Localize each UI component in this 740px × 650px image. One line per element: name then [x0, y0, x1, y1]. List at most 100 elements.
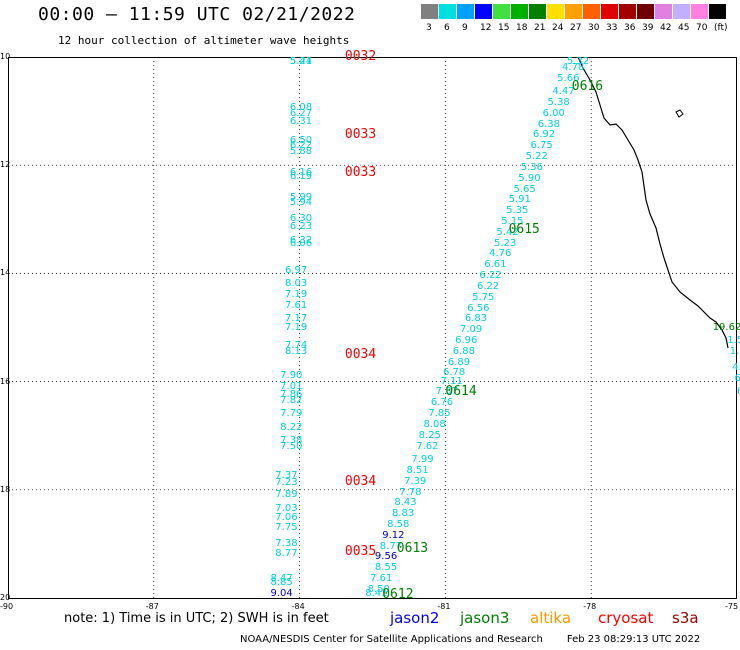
wave-height-label: 7.37: [435, 386, 458, 398]
wave-height-label: 7.74: [285, 340, 308, 352]
wave-height-label: 7.37: [275, 470, 298, 482]
wave-height-label: 5.38: [547, 96, 570, 108]
wave-height-label: 7.86: [280, 389, 303, 401]
wave-height-label: 9.04: [270, 587, 293, 599]
wave-height-label: 7.38: [280, 435, 303, 447]
wave-height-label: 6.56: [467, 302, 490, 314]
wave-height-label: 7.61: [285, 299, 308, 311]
wave-height-label: 7.82: [280, 394, 303, 406]
pass-time-code: 0612: [382, 587, 414, 602]
colorbar-swatch: [547, 4, 564, 19]
wave-height-label: 5.36: [520, 161, 543, 173]
pass-time-code: 0032: [344, 49, 377, 64]
wave-height-label: 9.12: [382, 529, 405, 541]
wave-height-label: 6.5: [734, 372, 740, 384]
wave-height-label: 5.41: [289, 56, 313, 67]
wave-height-label: 7.11: [440, 375, 463, 387]
pass-time-code: 0033: [344, 127, 377, 143]
wave-height-label: 8.55: [374, 562, 398, 574]
colorbar-label: 3: [426, 23, 432, 33]
wave-height-label: 6.22: [476, 280, 500, 292]
wave-height-label: 8.83: [391, 508, 415, 520]
colorbar-swatch: [583, 4, 600, 19]
lat-tick-label: 14: [0, 268, 11, 278]
wave-height-label: 6.19: [289, 171, 313, 183]
wave-height-label: 7.50: [280, 440, 303, 452]
wave-height-label: 7.06: [275, 511, 298, 523]
pass-time-code: 0613: [396, 541, 429, 557]
lat-tick-label: 12: [0, 160, 11, 170]
wave-height-label: 8.43: [394, 497, 417, 509]
wave-height-label: 8.13: [285, 345, 308, 357]
colorbar-swatch: [655, 4, 672, 19]
colorbar-swatch: [565, 4, 582, 19]
wave-height-label: 5.65: [513, 183, 536, 195]
wave-height-label: 6.6: [737, 387, 740, 397]
wave-height-label: 7.99: [411, 454, 434, 466]
wave-height-label: 5.24: [289, 56, 313, 67]
wave-height-label: 6.31: [289, 115, 313, 127]
colorbar-swatch: [421, 4, 438, 19]
wave-height-label: 5.22: [525, 151, 548, 163]
lon-tick-label: -75: [725, 602, 739, 611]
wave-height-label: 8.58: [387, 518, 410, 530]
lon-tick-label: -78: [583, 602, 597, 611]
colorbar-swatch: [493, 4, 510, 19]
colorbar-label: 70: [696, 23, 708, 33]
wave-height-label: 5.90: [518, 172, 541, 184]
wave-height-label: 5.35: [506, 205, 529, 217]
lat-tick-label: 10: [0, 52, 11, 61]
wave-height-label: 7.78: [399, 486, 422, 498]
colorbar-swatch: [709, 4, 726, 19]
colorbar-swatch: [475, 4, 492, 19]
wave-height-label: 5.15: [501, 216, 524, 227]
wave-height-label: 8.85: [270, 576, 293, 588]
colorbar-label: 18: [516, 23, 528, 33]
wave-height-label: 7.90: [280, 370, 303, 382]
wave-height-label: 4.47: [552, 86, 575, 98]
colorbar-swatch: [673, 4, 690, 19]
wave-height-label: 5.23: [494, 237, 517, 249]
wave-height-label: 7.03: [275, 502, 298, 514]
satellite-legend-jason2: jason2: [390, 609, 440, 627]
wave-height-label: 1.51: [727, 335, 740, 347]
wave-height-label: 6.30: [289, 213, 313, 225]
pass-time-code: 0034: [344, 346, 377, 362]
wave-height-label: 8.22: [280, 421, 303, 433]
wave-height-label: 7.79: [280, 408, 303, 420]
wave-height-label: 7.85: [428, 408, 451, 420]
wave-height-label: 5.66: [557, 72, 580, 84]
wave-height-label: 5.99: [289, 191, 313, 203]
colorbar-label: 21: [534, 23, 546, 33]
satellite-legend-s3a: s3a: [672, 609, 699, 627]
satellite-legend-altika: altika: [530, 609, 572, 627]
footer: NOAA/NESDIS Center for Satellite Applica…: [240, 634, 700, 645]
colorbar-swatch: [691, 4, 708, 19]
wave-height-label: 7.75: [275, 521, 298, 533]
wave-height-label: 4.78: [562, 61, 585, 73]
island: [675, 109, 684, 118]
wave-height-label: 6.00: [542, 107, 565, 119]
wave-height-label: 4.76: [489, 248, 512, 260]
wave-height-label: 7.17: [285, 313, 308, 325]
colorbar-swatch: [637, 4, 654, 19]
colorbar-label: 42: [660, 23, 672, 33]
wave-height-label: 6.06: [289, 237, 313, 249]
wave-height-label: 8.77: [275, 547, 298, 559]
wave-height-label: 6.61: [484, 259, 507, 271]
lat-tick-label: 18: [0, 484, 11, 494]
wave-height-label: 8.51: [406, 464, 429, 476]
wave-height-label: 6.27: [289, 107, 313, 119]
colorbar-label: 36: [624, 23, 636, 33]
wave-height-label: 6.88: [452, 345, 475, 357]
colorbar-label: 12: [480, 23, 492, 33]
wave-height-label: 5.42: [496, 226, 519, 238]
colorbar-label: 45: [678, 23, 690, 33]
pass-time-code: 0034: [344, 473, 377, 489]
lat-tick-label: 16: [0, 376, 11, 386]
wave-height-label: 6.32: [289, 234, 313, 246]
wave-height-label: 6.08: [289, 102, 313, 114]
wave-height-label: 6.89: [447, 356, 471, 368]
wave-height-label: 7.19: [285, 321, 308, 333]
colorbar-swatch: [439, 4, 456, 19]
